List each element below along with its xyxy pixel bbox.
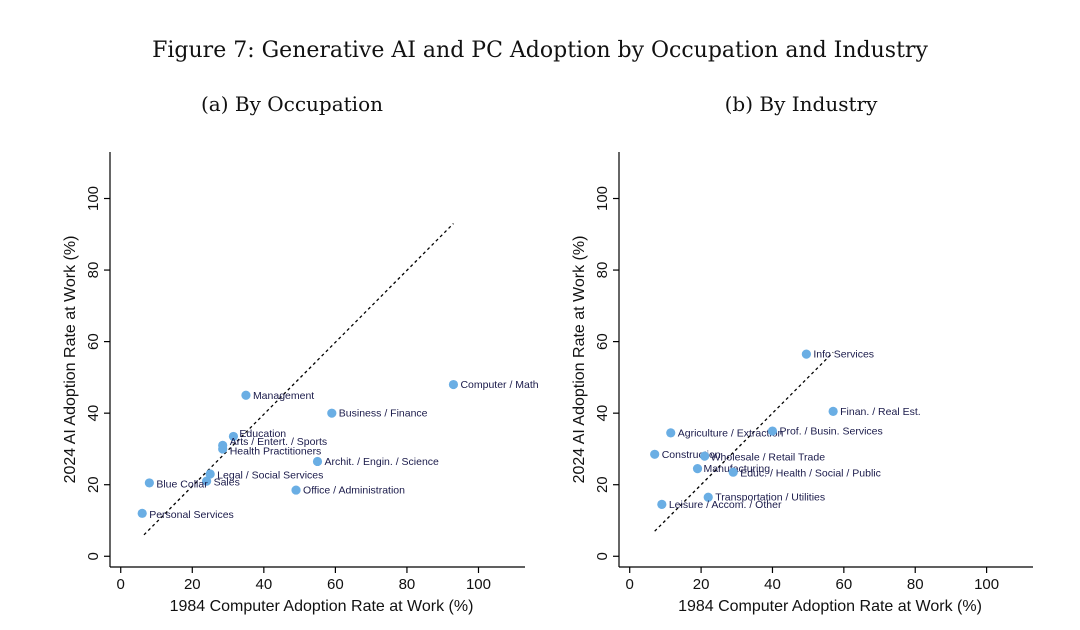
ind-x-tick-label: 60: [836, 576, 853, 593]
occ-x-tick-label: 100: [466, 576, 491, 593]
ind-label-educ-health-social-public: Educ. / Health / Social / Public: [740, 468, 881, 480]
occ-point-office-administration: [291, 485, 301, 495]
occ-x-tick-label: 80: [399, 576, 416, 593]
ind-label-finan-real-est: Finan. / Real Est.: [840, 406, 921, 418]
ind-point-agriculture-extraction: [666, 428, 676, 438]
occ-point-management: [241, 390, 251, 400]
ind-point-manufacturing: [692, 464, 703, 474]
occ-point-sales: [201, 476, 212, 486]
ind-x-tick-label: 40: [764, 576, 781, 593]
occ-label-legal-social-services: Legal / Social Services: [217, 469, 323, 481]
ind-y-tick-label: 40: [594, 405, 611, 422]
ind-y-tick-label: 0: [594, 552, 611, 560]
ind-y-tick-label: 60: [594, 333, 611, 350]
occ-y-tick-label: 60: [85, 333, 102, 350]
ind-fit-line: [654, 351, 834, 532]
occ-fit-line: [143, 223, 454, 536]
ind-x-tick-label: 80: [907, 576, 924, 593]
occ-point-legal-social-services: [205, 469, 215, 479]
ind-y-tick-label: 100: [594, 186, 611, 211]
occ-label-sales: Sales: [214, 477, 240, 489]
occ-point-archit-engin-science: [312, 456, 323, 467]
occ-point-health-practitioners: [218, 444, 228, 454]
occ-y-tick-label: 0: [85, 552, 102, 560]
occ-y-tick-label: 40: [85, 405, 102, 422]
occ-x-axis-title: 1984 Computer Adoption Rate at Work (%): [170, 598, 474, 615]
ind-x-tick-label: 100: [974, 576, 999, 593]
ind-point-transportation-utilities: [703, 492, 713, 502]
occ-x-tick-label: 20: [184, 576, 201, 593]
ind-y-tick-label: 80: [594, 262, 611, 279]
occ-label-archit-engin-science: Archit. / Engin. / Science: [325, 456, 440, 468]
ind-x-axis-title: 1984 Computer Adoption Rate at Work (%): [678, 598, 982, 615]
occ-label-education: Education: [239, 428, 286, 440]
occ-point-business-finance: [327, 408, 337, 418]
occ-x-tick-label: 40: [255, 576, 272, 593]
ind-point-educ-health-social-public: [728, 467, 738, 477]
occ-label-personal-services: Personal Services: [149, 509, 234, 521]
ind-label-transportation-utilities: Transportation / Utilities: [715, 492, 825, 504]
occ-label-health-practitioners: Health Practitioners: [230, 445, 322, 457]
ind-point-wholesale-retail-trade: [700, 451, 710, 461]
occ-point-blue-collar: [144, 478, 154, 488]
occ-label-management: Management: [253, 390, 314, 402]
ind-y-tick-label: 20: [594, 476, 611, 493]
ind-point-construction: [650, 449, 660, 459]
occ-y-axis-title: 2024 AI Adoption Rate at Work (%): [62, 236, 79, 484]
ind-point-leisure-accom-other: [657, 499, 667, 509]
ind-x-tick-label: 20: [693, 576, 710, 593]
occ-label-blue-collar: Blue Collar: [156, 478, 208, 490]
ind-x-tick-label: 0: [626, 576, 634, 593]
occ-y-tick-label: 80: [85, 262, 102, 279]
occ-label-computer-math: Computer / Math: [460, 379, 538, 391]
ind-label-manufacturing: Manufacturing: [704, 463, 771, 475]
occ-label-business-finance: Business / Finance: [339, 408, 428, 420]
ind-point-info-services: [801, 349, 811, 359]
figure-title: Figure 7: Generative AI and PC Adoption …: [152, 38, 928, 63]
ind-label-leisure-accom-other: Leisure / Accom. / Other: [669, 499, 782, 511]
ind-point-prof-busin-services: [767, 426, 778, 436]
ind-label-info-services: Info Services: [813, 349, 874, 361]
occ-x-tick-label: 0: [117, 576, 125, 593]
occ-point-education: [228, 431, 239, 442]
panel-a-title: (a) By Occupation: [200, 92, 383, 116]
ind-point-finan-real-est: [828, 406, 838, 416]
occ-y-tick-label: 20: [85, 476, 102, 493]
occ-point-computer-math: [448, 379, 459, 390]
occ-x-tick-label: 60: [327, 576, 344, 593]
ind-label-agriculture-extraction: Agriculture / Extraction: [678, 427, 784, 439]
ind-label-prof-busin-services: Prof. / Busin. Services: [779, 426, 882, 438]
occ-point-personal-services: [137, 508, 147, 518]
occ-label-arts-entert-sports: Arts / Entert. / Sports: [230, 436, 327, 448]
ind-y-axis-title: 2024 AI Adoption Rate at Work (%): [571, 236, 588, 484]
ind-label-wholesale-retail-trade: Wholesale / Retail Trade: [711, 452, 826, 464]
occ-label-office-administration: Office / Administration: [303, 485, 405, 497]
panel-b-title: (b) By Industry: [724, 92, 878, 116]
occ-y-tick-label: 100: [85, 186, 102, 211]
